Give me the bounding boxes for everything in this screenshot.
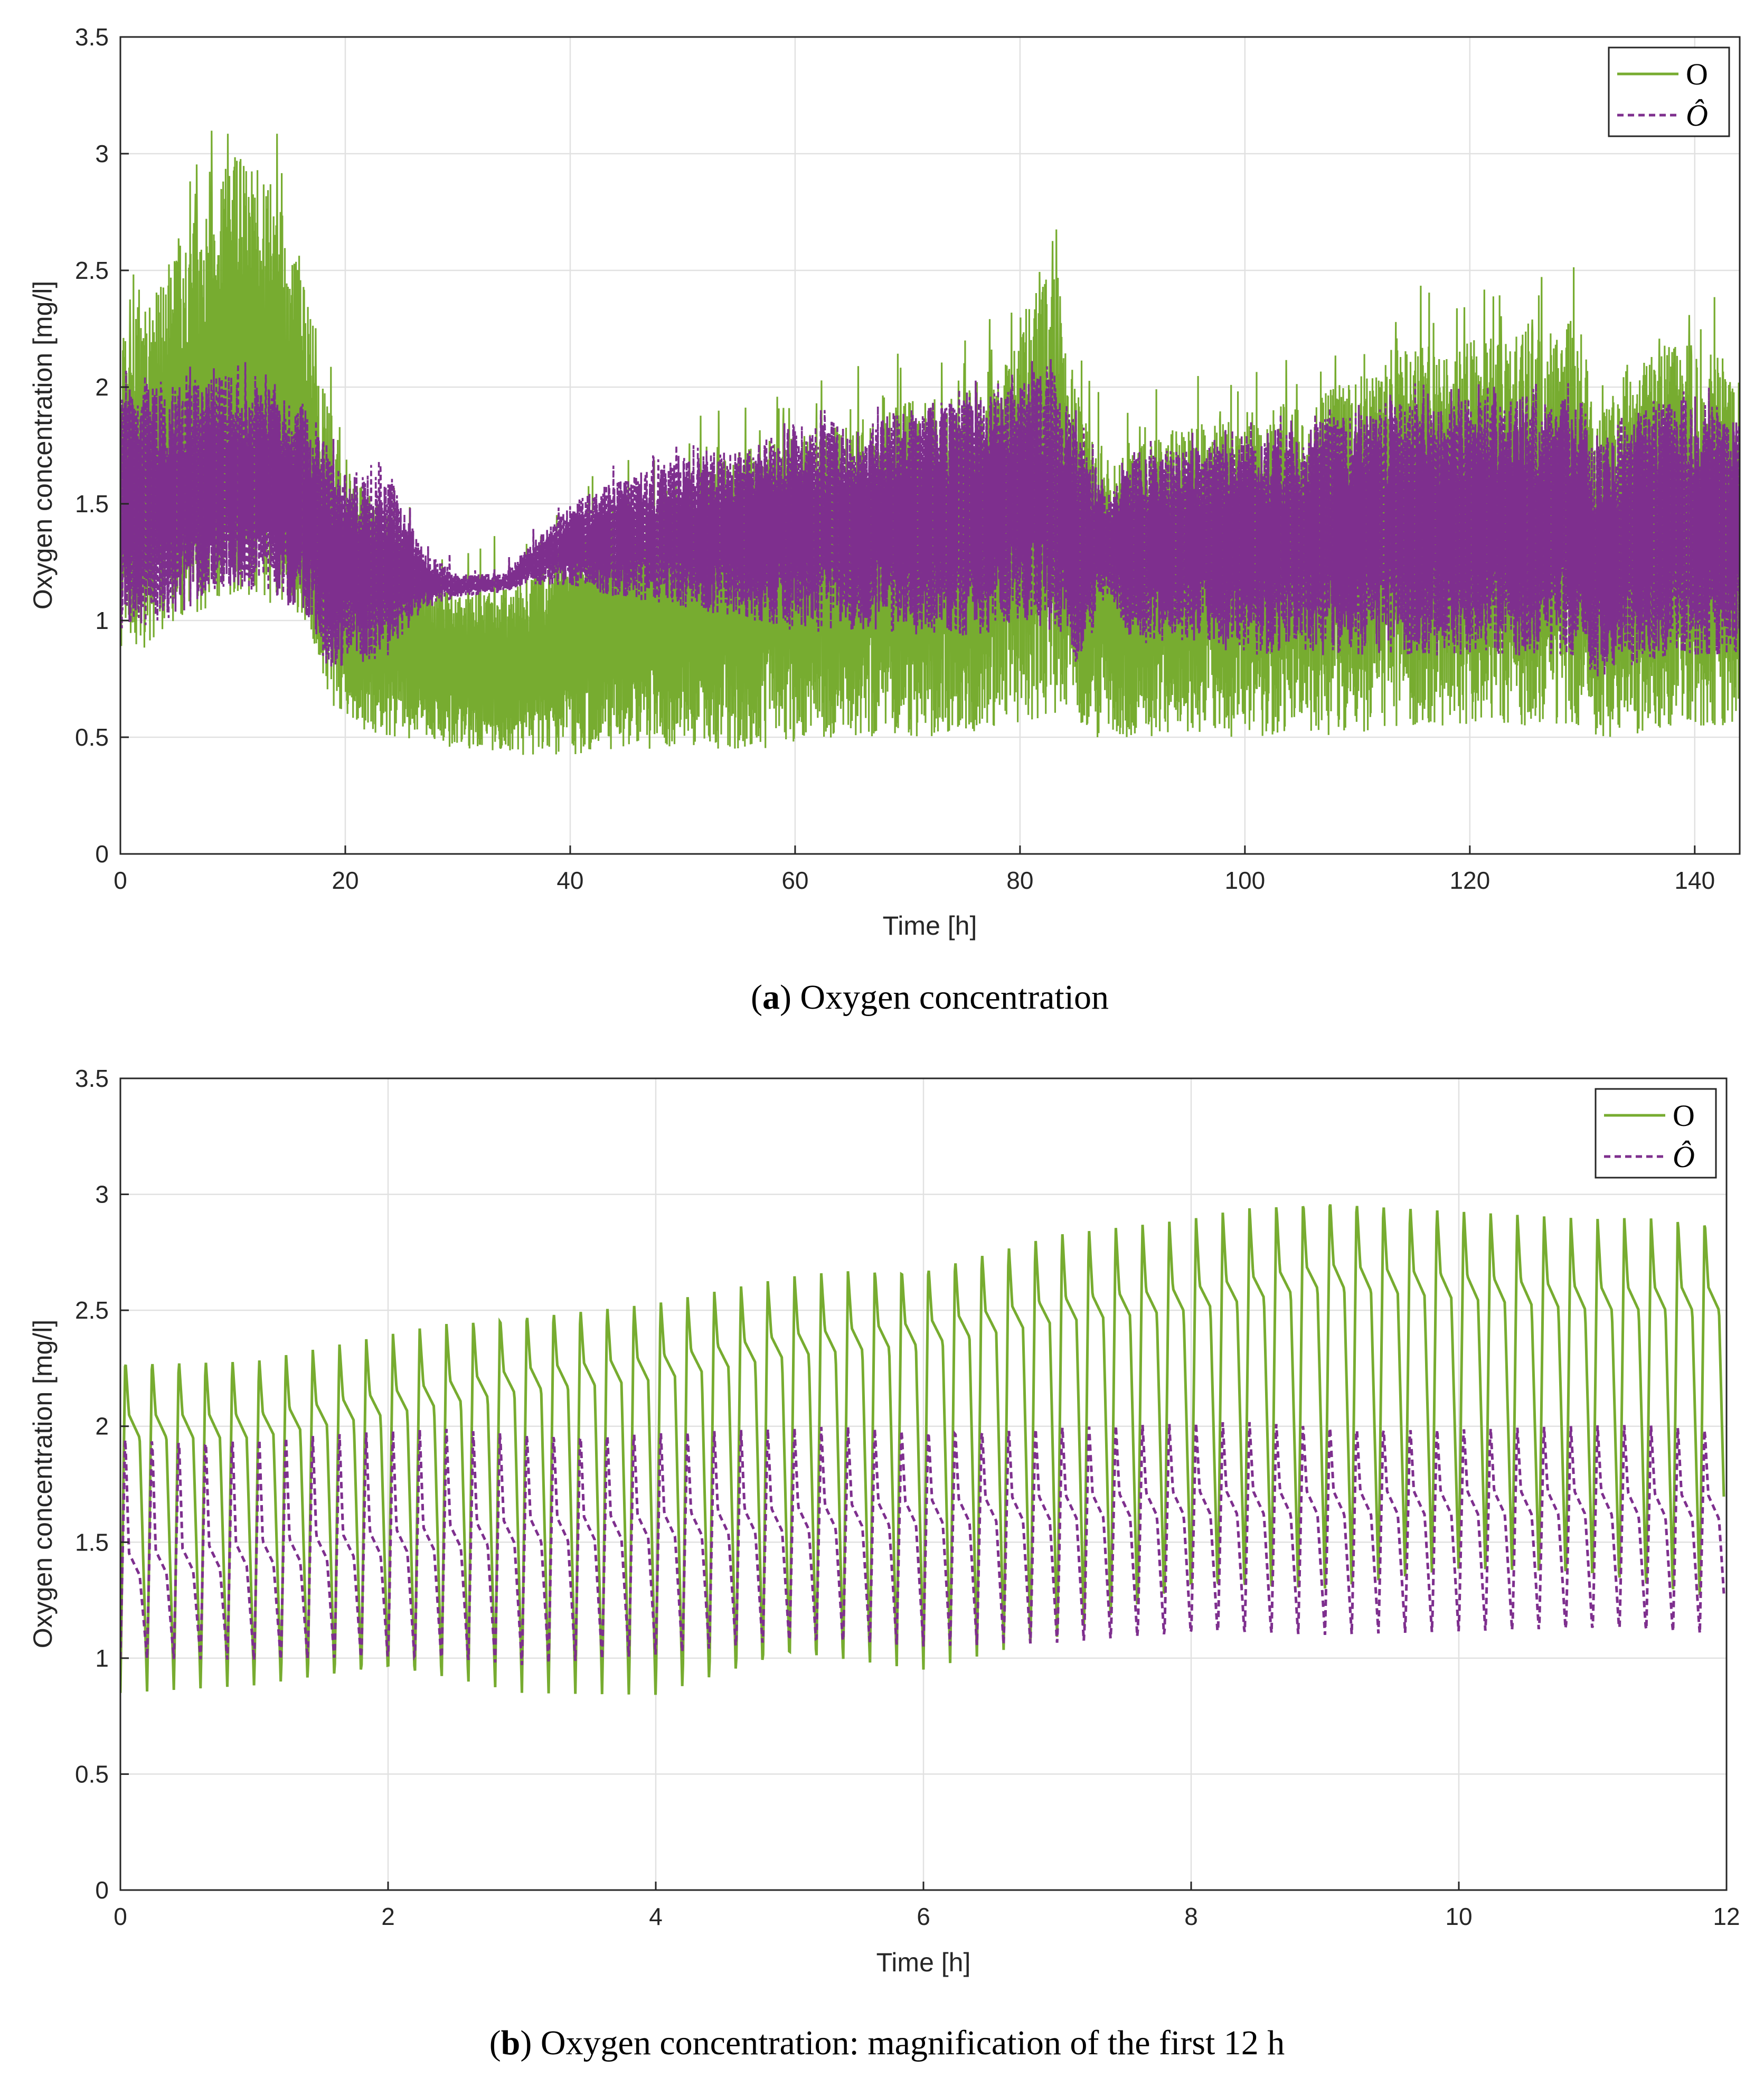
panel-a-caption: (a) Oxygen concentration bbox=[751, 978, 1109, 1017]
panel-b-x-tick-label: 0 bbox=[114, 1903, 127, 1930]
panel-b-x-tick-label: 2 bbox=[381, 1903, 395, 1930]
panel-a-y-tick-label: 0.5 bbox=[75, 723, 109, 751]
panel-a-legend-label-o: O bbox=[1686, 57, 1708, 91]
panel-a-x-tick-label: 80 bbox=[1006, 867, 1033, 894]
panel-b-caption-text: Oxygen concentration: magnification of t… bbox=[541, 2024, 1285, 2062]
panel-b-x-tick-label: 12 bbox=[1713, 1903, 1740, 1930]
panel-a-x-tick-label: 60 bbox=[781, 867, 808, 894]
panel-a-caption-text: Oxygen concentration bbox=[800, 978, 1109, 1017]
panel-b-y-tick-label: 0.5 bbox=[75, 1760, 109, 1788]
panel-a-legend-box bbox=[1608, 46, 1730, 137]
panel-b-legend: OÔ bbox=[1595, 1088, 1717, 1179]
panel-a-y-tick-label: 1 bbox=[95, 607, 109, 634]
panel-b-y-tick-label: 0 bbox=[95, 1876, 109, 1904]
panel-a-legend-label-o-hat: Ô bbox=[1686, 98, 1708, 133]
panel-b-x-tick-label: 8 bbox=[1184, 1903, 1198, 1930]
panel-a-x-tick-label: 40 bbox=[556, 867, 583, 894]
panel-b-y-tick-label: 1 bbox=[95, 1644, 109, 1672]
panel-a-x-axis-label: Time [h] bbox=[883, 911, 977, 941]
panel-b-plot-area bbox=[120, 1204, 1725, 1695]
panel-a-x-tick-label: 120 bbox=[1449, 867, 1490, 894]
panel-a-y-tick-label: 3 bbox=[95, 140, 109, 167]
panel-a-x-tick-label: 140 bbox=[1674, 867, 1715, 894]
panel-b-x-tick-label: 10 bbox=[1445, 1903, 1472, 1930]
panel-a-x-tick-label: 100 bbox=[1224, 867, 1265, 894]
panel-b-y-axis-label: Oxygen concentration [mg/l] bbox=[28, 1320, 58, 1649]
panel-a-chart: 0 20 40 60 80 100 120 140 0 0.5 1 1.5 2 2.5 3 3.5 Time … bbox=[28, 23, 1741, 1017]
panel-b-legend-box bbox=[1595, 1088, 1717, 1179]
panel-b-caption-label: b bbox=[501, 2024, 521, 2062]
panel-a-y-tick-label: 2 bbox=[95, 373, 109, 401]
panel-a-x-tick-label: 0 bbox=[114, 867, 127, 894]
panel-a-estimated-o-hat-series-line bbox=[120, 359, 1740, 677]
panel-b-chart: 0 2 4 6 8 10 12 0 0.5 1 1.5 2 2.5 3 3.5 Time [h] Oxyge… bbox=[28, 1065, 1740, 2062]
panel-b-legend-label-o: O bbox=[1673, 1098, 1695, 1133]
panel-b-legend-label-o-hat: Ô bbox=[1673, 1140, 1695, 1174]
panel-b-y-tick-label: 3.5 bbox=[75, 1065, 109, 1092]
panel-a-caption-label: a bbox=[762, 978, 780, 1017]
panel-a-y-axis-label: Oxygen concentration [mg/l] bbox=[28, 281, 58, 610]
panel-a-y-tick-label: 1.5 bbox=[75, 490, 109, 518]
panel-b-x-axis-label: Time [h] bbox=[876, 1948, 971, 1977]
panel-b-y-tick-label: 1.5 bbox=[75, 1528, 109, 1556]
panel-a-y-tick-label: 2.5 bbox=[75, 257, 109, 284]
panel-a-y-tick-label: 0 bbox=[95, 840, 109, 868]
panel-b-y-tick-label: 2.5 bbox=[75, 1296, 109, 1324]
panel-b-caption: (b) Oxygen concentration: magnification … bbox=[489, 2024, 1285, 2062]
panel-a-plot-area bbox=[120, 130, 1740, 755]
panel-b-x-tick-label: 4 bbox=[649, 1903, 663, 1930]
panel-b-x-tick-label: 6 bbox=[917, 1903, 930, 1930]
panel-b-y-tick-label: 3 bbox=[95, 1181, 109, 1208]
panel-a-axes-frame bbox=[119, 36, 1741, 855]
panel-b-y-tick-label: 2 bbox=[95, 1413, 109, 1440]
panel-a-y-tick-label: 3.5 bbox=[75, 23, 109, 51]
panel-b-ticks: 0 2 4 6 8 10 12 0 0.5 1 1.5 2 2.5 3 3.5 bbox=[75, 1065, 1740, 1930]
panel-b-estimated-o-hat-series-line bbox=[120, 1422, 1725, 1666]
panel-a-ticks: 0 20 40 60 80 100 120 140 0 0.5 1 1.5 2 2.5 3 3.5 bbox=[75, 23, 1715, 894]
panel-a-x-tick-label: 20 bbox=[332, 867, 359, 894]
panel-a-legend: OÔ bbox=[1608, 46, 1730, 137]
